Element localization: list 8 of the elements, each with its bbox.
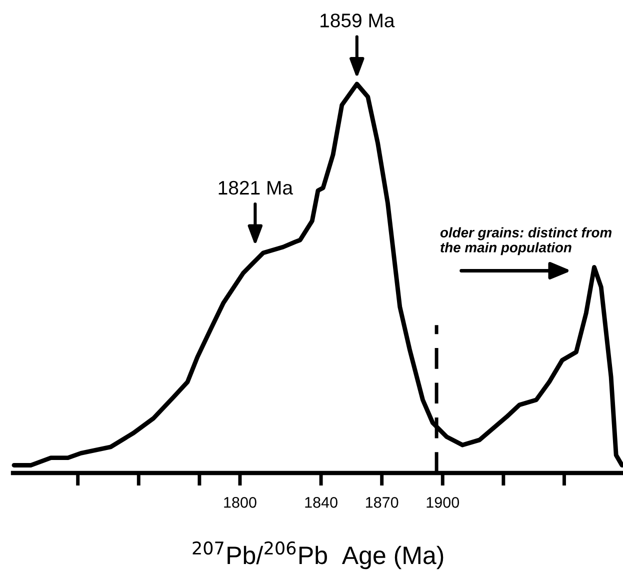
x-tick-label: 1870 bbox=[366, 497, 398, 508]
annotation: 1859 Ma bbox=[320, 14, 395, 28]
annotation: 1821 Ma bbox=[218, 180, 294, 195]
x-tick-label: 1840 bbox=[305, 497, 338, 508]
annotation: older grains: distinct from the main population bbox=[440, 227, 612, 256]
x-axis-title: $^{207}$Pb/$^{206}$Pb Age (Ma) bbox=[192, 541, 444, 570]
x-tick-label: 1800 bbox=[224, 497, 256, 508]
x-tick-label: 1900 bbox=[426, 497, 460, 508]
